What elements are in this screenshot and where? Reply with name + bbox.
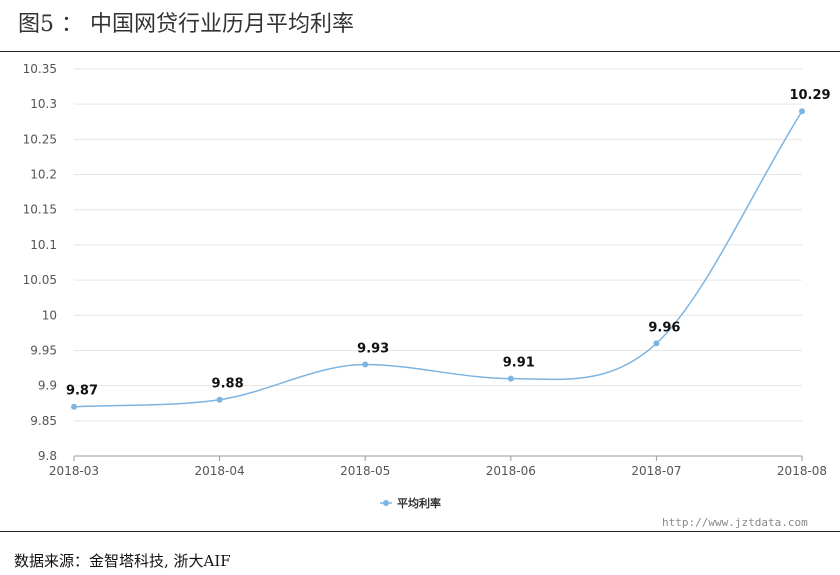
- y-tick-label: 10: [42, 308, 57, 322]
- data-label: 10.29: [789, 88, 830, 103]
- source-note: 数据来源：金智塔科技, 浙大AIF: [14, 552, 231, 570]
- data-label: 9.87: [66, 384, 98, 399]
- x-tick-label: 2018-04: [195, 464, 245, 478]
- series-line: [73, 110, 803, 408]
- data-labels: 9.87 9.88 9.93 9.91 9.96 10.29: [66, 88, 831, 399]
- x-tick-label: 2018-03: [49, 464, 99, 478]
- legend-marker: [383, 500, 389, 506]
- data-label: 9.91: [503, 356, 535, 371]
- line-chart: 9.8 9.85 9.9 9.95 10 10.05 10.1 10.15 10.2 10.25 1…: [23, 62, 831, 529]
- y-tick-label: 10.25: [23, 132, 57, 146]
- y-tick-label: 10.35: [23, 62, 57, 76]
- y-axis-ticks: 9.8 9.85 9.9 9.95 10 10.05 10.1 10.15 10.2 10.25 1…: [23, 62, 57, 463]
- x-axis-ticks: 2018-03 2018-04 2018-05 2018-06 2018-07 2018-…: [49, 456, 827, 478]
- y-tick-label: 9.95: [30, 343, 57, 357]
- data-label: 9.96: [648, 320, 680, 335]
- x-tick-label: 2018-07: [631, 464, 681, 478]
- y-tick-label: 10.1: [30, 238, 57, 252]
- y-tick-label: 10.15: [23, 203, 57, 217]
- x-tick-label: 2018-05: [340, 464, 390, 478]
- chart-title: 图5 ： 中国网贷行业历月平均利率: [18, 12, 354, 37]
- watermark: http://www.jztdata.com: [662, 516, 808, 529]
- data-points: [71, 108, 805, 410]
- x-tick-label: 2018-08: [777, 464, 827, 478]
- data-label: 9.93: [357, 342, 389, 357]
- y-tick-label: 10.05: [23, 273, 57, 287]
- y-tick-label: 9.9: [38, 379, 57, 393]
- data-point: [71, 403, 77, 410]
- data-point: [362, 361, 369, 368]
- y-tick-label: 10.3: [30, 97, 57, 111]
- y-tick-label: 9.85: [30, 414, 57, 428]
- y-tick-label: 10.2: [30, 168, 57, 182]
- legend-label: 平均利率: [397, 496, 441, 510]
- legend: 平均利率: [380, 496, 441, 510]
- data-point: [799, 108, 805, 115]
- data-point: [653, 340, 660, 347]
- data-point: [507, 375, 514, 382]
- grid-lines: [74, 68, 802, 457]
- top-divider: [0, 51, 840, 52]
- x-tick-label: 2018-06: [486, 464, 536, 478]
- data-label: 9.88: [212, 377, 244, 392]
- y-tick-label: 9.8: [38, 449, 57, 463]
- bottom-divider: [0, 531, 840, 532]
- data-point: [216, 396, 223, 403]
